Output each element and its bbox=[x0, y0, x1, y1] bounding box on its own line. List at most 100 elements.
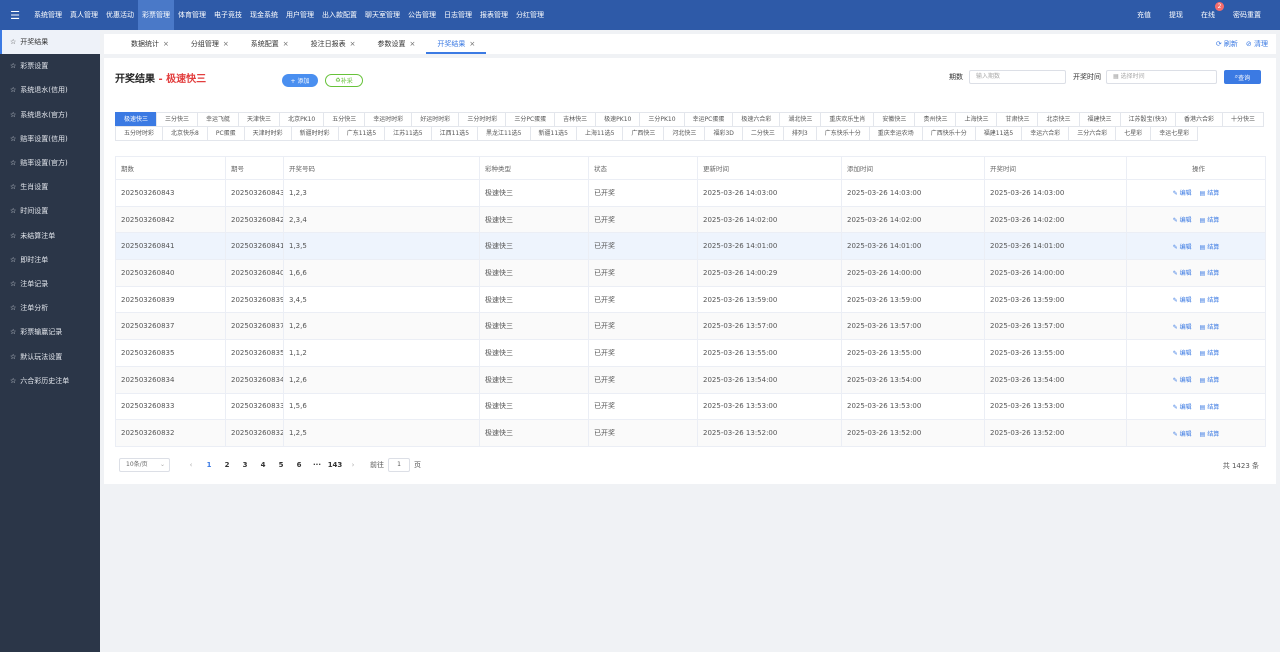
tab[interactable]: 开奖结果 × bbox=[426, 34, 487, 54]
top-nav-item[interactable]: 分红管理 bbox=[516, 11, 544, 19]
lottery-chip[interactable]: 重庆幸运农场 bbox=[868, 126, 923, 141]
top-nav-item[interactable]: 电子竞技 bbox=[214, 11, 242, 19]
top-nav-item[interactable]: 真人管理 bbox=[70, 11, 98, 19]
settle-button[interactable]: ▤ 结算 bbox=[1200, 404, 1220, 411]
settle-button[interactable]: ▤ 结算 bbox=[1200, 324, 1220, 331]
edit-button[interactable]: ✎ 编辑 bbox=[1173, 297, 1192, 304]
lottery-chip[interactable]: 幸运PC蛋蛋 bbox=[683, 112, 734, 127]
page-number-button[interactable]: 1 bbox=[206, 461, 212, 469]
tab[interactable]: 系统配置 × bbox=[240, 34, 300, 54]
lottery-chip[interactable]: 新疆11选5 bbox=[529, 126, 577, 141]
recharge-link[interactable]: 充值 bbox=[1137, 11, 1151, 19]
withdraw-link[interactable]: 提现 bbox=[1169, 11, 1183, 19]
clear-button[interactable]: ⊘ 清理 bbox=[1246, 39, 1268, 49]
edit-button[interactable]: ✎ 编辑 bbox=[1173, 431, 1192, 438]
sidebar-item[interactable]: ☆ 六合彩历史注单 bbox=[0, 369, 100, 393]
sidebar-item[interactable]: ☆ 开奖结果 bbox=[0, 30, 100, 55]
sidebar-item[interactable]: ☆ 赔率设置(信用) bbox=[0, 127, 100, 151]
lottery-chip[interactable]: PC蛋蛋 bbox=[206, 126, 245, 141]
tab[interactable]: 参数设置 × bbox=[367, 34, 427, 54]
issue-input[interactable]: 输入期数 bbox=[969, 70, 1066, 84]
lottery-chip[interactable]: 上海11选5 bbox=[575, 126, 624, 141]
edit-button[interactable]: ✎ 编辑 bbox=[1173, 244, 1192, 251]
tab[interactable]: 分组管理 × bbox=[180, 34, 240, 54]
page-number-button[interactable]: ··· bbox=[313, 461, 321, 469]
lottery-chip[interactable]: 贵州快三 bbox=[914, 112, 957, 127]
close-icon[interactable]: × bbox=[163, 40, 169, 48]
lottery-chip[interactable]: 甘肃快三 bbox=[996, 112, 1039, 127]
page-size-select[interactable]: 10条/页 ⌄ bbox=[119, 458, 170, 472]
lottery-chip[interactable]: 北京快三 bbox=[1037, 112, 1080, 127]
close-icon[interactable]: × bbox=[349, 40, 356, 48]
top-nav-item[interactable]: 出入款配置 bbox=[322, 11, 357, 19]
lottery-chip[interactable]: 三分时时彩 bbox=[458, 112, 507, 127]
lottery-chip[interactable]: 河北快三 bbox=[663, 126, 706, 141]
edit-button[interactable]: ✎ 编辑 bbox=[1173, 324, 1192, 331]
page-number-button[interactable]: 4 bbox=[260, 461, 266, 469]
edit-button[interactable]: ✎ 编辑 bbox=[1173, 404, 1192, 411]
lottery-chip[interactable]: 五分快三 bbox=[323, 112, 366, 127]
sidebar-item[interactable]: ☆ 彩票输赢记录 bbox=[0, 320, 100, 344]
lottery-chip[interactable]: 幸运六合彩 bbox=[1021, 126, 1070, 141]
page-number-button[interactable]: 143 bbox=[327, 461, 343, 469]
refresh-button[interactable]: ⟳ 刷新 bbox=[1216, 39, 1238, 49]
lottery-chip[interactable]: 广西快乐十分 bbox=[921, 126, 976, 141]
lottery-chip[interactable]: 七星彩 bbox=[1115, 126, 1152, 141]
top-nav-item[interactable]: 优惠活动 bbox=[106, 11, 134, 19]
sidebar-item[interactable]: ☆ 默认玩法设置 bbox=[0, 344, 100, 368]
top-nav-item[interactable]: 聊天室管理 bbox=[365, 11, 400, 19]
lottery-chip[interactable]: 福彩3D bbox=[704, 126, 743, 141]
sidebar-item[interactable]: ☆ 系统退水(信用) bbox=[0, 78, 100, 102]
settle-button[interactable]: ▤ 结算 bbox=[1200, 217, 1220, 224]
time-input[interactable]: ▦ 选择时间 bbox=[1106, 70, 1217, 84]
prev-page-button[interactable]: ‹ bbox=[189, 461, 193, 469]
close-icon[interactable]: × bbox=[222, 40, 229, 48]
sidebar-item[interactable]: ☆ 彩票设置 bbox=[0, 54, 100, 78]
lottery-chip[interactable]: 极速六合彩 bbox=[732, 112, 781, 127]
settle-button[interactable]: ▤ 结算 bbox=[1200, 244, 1220, 251]
lottery-chip[interactable]: 极速PK10 bbox=[595, 112, 641, 127]
lottery-chip[interactable]: 新疆时时彩 bbox=[290, 126, 339, 141]
sidebar-item[interactable]: ☆ 注单记录 bbox=[0, 272, 100, 296]
edit-button[interactable]: ✎ 编辑 bbox=[1173, 190, 1192, 197]
top-nav-item[interactable]: 体育管理 bbox=[178, 11, 206, 19]
lottery-chip[interactable]: 广东快乐十分 bbox=[815, 126, 870, 141]
lottery-chip[interactable]: 吉林快三 bbox=[554, 112, 597, 127]
settle-button[interactable]: ▤ 结算 bbox=[1200, 270, 1220, 277]
edit-button[interactable]: ✎ 编辑 bbox=[1173, 350, 1192, 357]
lottery-chip[interactable]: 广西快三 bbox=[622, 126, 665, 141]
lottery-chip[interactable]: 三分PC蛋蛋 bbox=[505, 112, 556, 127]
sidebar-item[interactable]: ☆ 时间设置 bbox=[0, 199, 100, 223]
edit-button[interactable]: ✎ 编辑 bbox=[1173, 270, 1192, 277]
lottery-chip[interactable]: 三分六合彩 bbox=[1068, 126, 1117, 141]
lottery-chip[interactable]: 三分快三 bbox=[156, 112, 199, 127]
sidebar-item[interactable]: ☆ 赔率设置(官方) bbox=[0, 151, 100, 175]
lottery-chip[interactable]: 广东11选5 bbox=[337, 126, 386, 141]
lottery-chip[interactable]: 上海快三 bbox=[955, 112, 998, 127]
lottery-chip[interactable]: 幸运七星彩 bbox=[1150, 126, 1199, 141]
top-nav-item[interactable]: 系统管理 bbox=[34, 11, 62, 19]
lottery-chip[interactable]: 北京快乐8 bbox=[162, 126, 208, 141]
lottery-chip[interactable]: 黑龙江11选5 bbox=[477, 126, 531, 141]
edit-button[interactable]: ✎ 编辑 bbox=[1173, 217, 1192, 224]
top-nav-item[interactable]: 彩票管理 bbox=[138, 0, 174, 30]
sidebar-item[interactable]: ☆ 即时注单 bbox=[0, 248, 100, 272]
lottery-chip[interactable]: 江西11选5 bbox=[430, 126, 479, 141]
lottery-chip[interactable]: 湖北快三 bbox=[779, 112, 822, 127]
top-nav-item[interactable]: 现金系统 bbox=[250, 11, 278, 19]
fill-button[interactable]: ♻ 补采 bbox=[325, 74, 363, 87]
tab[interactable]: 数据统计 × bbox=[120, 34, 180, 54]
lottery-chip[interactable]: 北京PK10 bbox=[279, 112, 325, 127]
lottery-chip[interactable]: 天津快三 bbox=[238, 112, 281, 127]
lottery-chip[interactable]: 幸运飞艇 bbox=[197, 112, 240, 127]
settle-button[interactable]: ▤ 结算 bbox=[1200, 350, 1220, 357]
lottery-chip[interactable]: 好运时时彩 bbox=[411, 112, 460, 127]
page-number-button[interactable]: 5 bbox=[278, 461, 284, 469]
hamburger-icon[interactable]: ☰ bbox=[10, 8, 20, 22]
close-icon[interactable]: × bbox=[409, 40, 416, 48]
lottery-chip[interactable]: 安徽快三 bbox=[873, 112, 916, 127]
settle-button[interactable]: ▤ 结算 bbox=[1200, 377, 1220, 384]
close-icon[interactable]: × bbox=[469, 40, 476, 48]
goto-input[interactable]: 1 bbox=[388, 458, 410, 472]
page-number-button[interactable]: 2 bbox=[224, 461, 230, 469]
